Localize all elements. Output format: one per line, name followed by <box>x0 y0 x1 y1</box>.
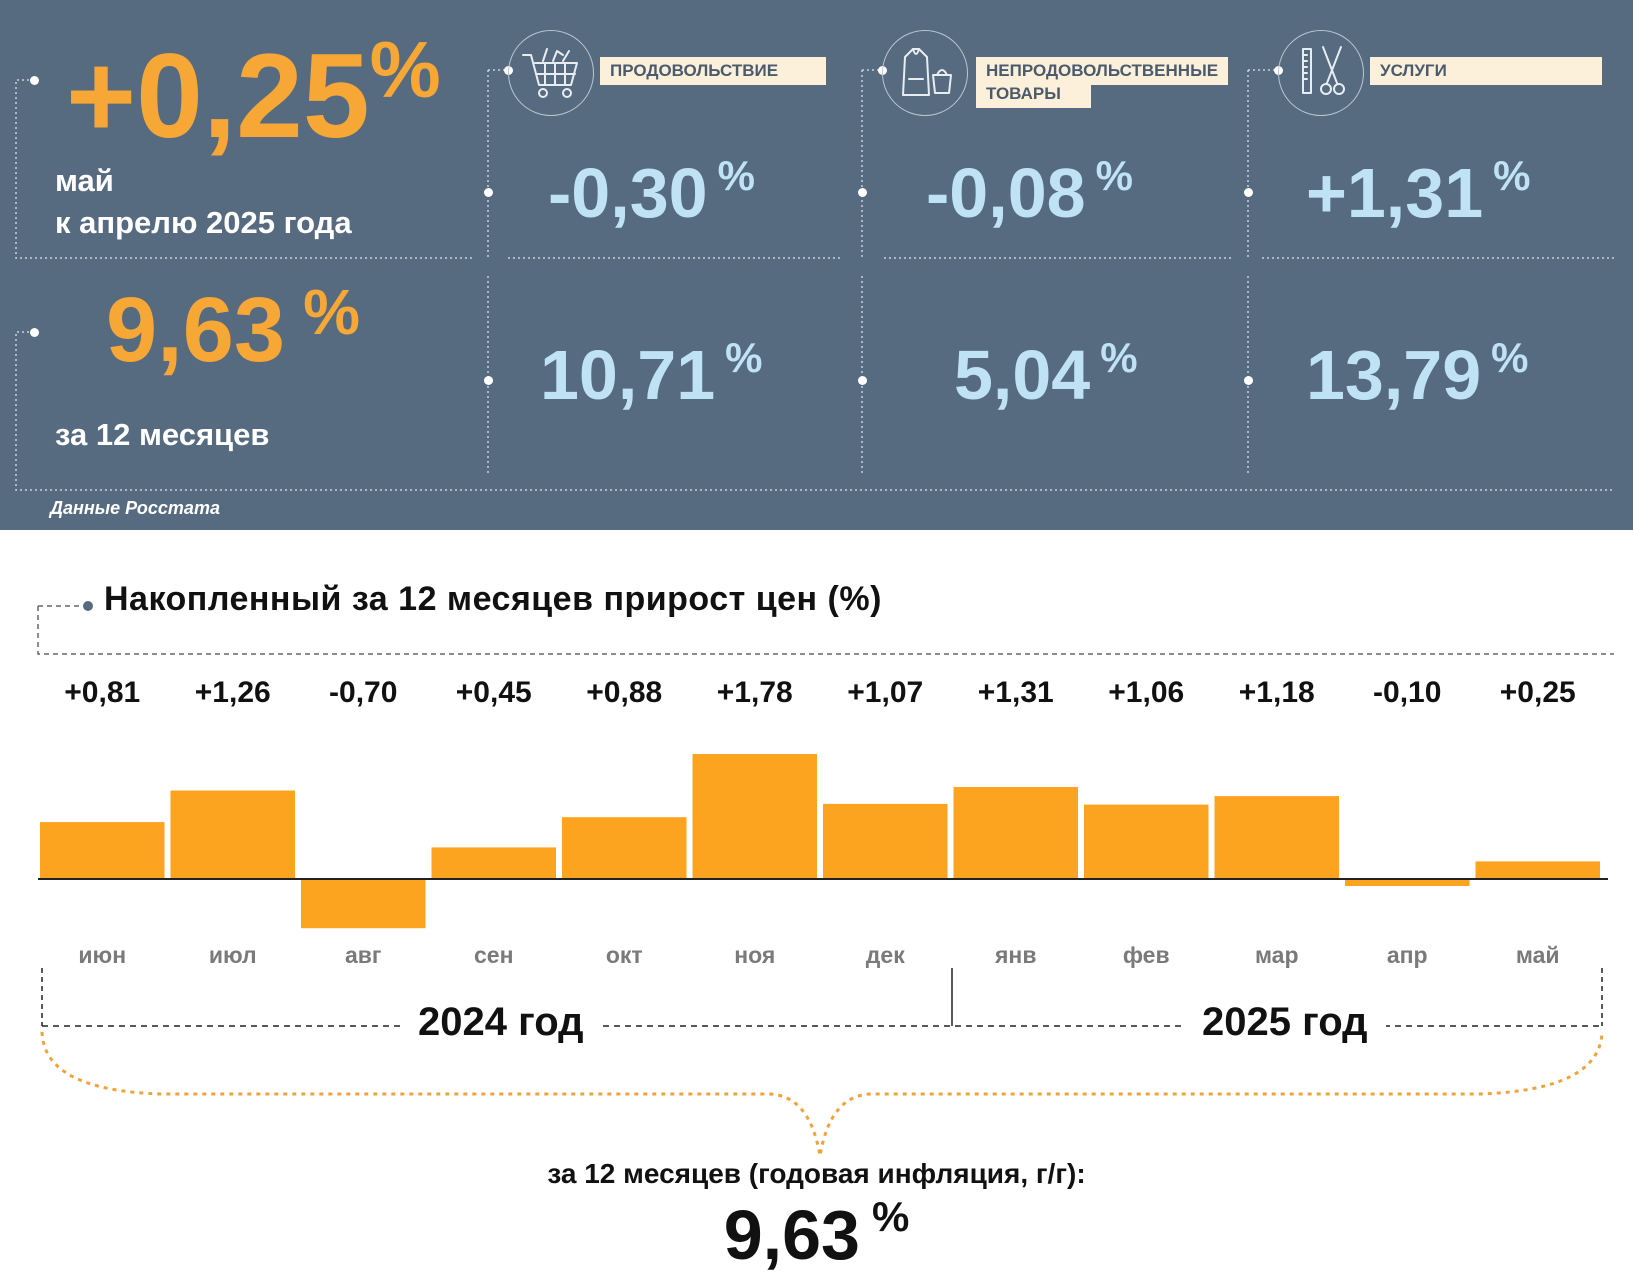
bar-июн <box>40 822 165 879</box>
value-label-апр: -0,10 <box>1373 676 1442 709</box>
curly-brace <box>40 1031 1604 1157</box>
bar-сен <box>431 847 556 879</box>
annual-headline: 9,63% <box>106 280 360 376</box>
monthly-headline: +0,25% <box>66 30 441 157</box>
month-label-авг: авг <box>344 942 382 968</box>
monthly-pct: % <box>369 25 441 114</box>
annual-caption: за 12 месяцев <box>55 417 270 452</box>
value-label-окт: +0,88 <box>586 676 663 709</box>
chart-title-frame <box>37 601 1614 655</box>
title-bullet-dot <box>83 601 93 611</box>
month-label-янв: янв <box>995 942 1037 968</box>
value-label-июл: +1,26 <box>194 676 271 709</box>
bar-мар <box>1214 796 1339 879</box>
category-label-nonfood: НЕПРОДОВОЛЬСТВЕННЫЕ <box>976 57 1229 85</box>
monthly-caption-line1: май <box>55 163 114 198</box>
category-label-services: УСЛУГИ <box>1370 57 1602 85</box>
nonfood-annual: 5,04% <box>954 334 1138 410</box>
value-label-авг: -0,70 <box>329 676 398 709</box>
bar-янв <box>953 787 1078 879</box>
nonfood-annual-value: 5,04 <box>954 336 1091 414</box>
source-note: Данные Росстата <box>50 498 220 518</box>
food-monthly: -0,30% <box>548 152 755 228</box>
nonfood-monthly: -0,08% <box>926 152 1133 228</box>
month-label-июл: июл <box>208 942 257 968</box>
food-monthly-pct: % <box>717 152 755 199</box>
services-monthly-value: +1,31 <box>1306 154 1484 232</box>
services-monthly-pct: % <box>1493 152 1531 199</box>
bullet-dot <box>30 328 39 337</box>
services-monthly: +1,31% <box>1306 152 1530 228</box>
month-label-окт: окт <box>605 942 643 968</box>
annual-pct: % <box>303 276 360 348</box>
category-label-nonfood-line2-box: ТОВАРЫ <box>976 80 1091 108</box>
monthly-value: +0,25 <box>66 29 370 163</box>
summary-caption: за 12 месяцев (годовая инфляция, г/г): <box>547 1158 1086 1189</box>
bar-окт <box>562 817 687 879</box>
value-label-фев: +1,06 <box>1108 676 1185 709</box>
value-label-ноя: +1,78 <box>716 676 793 709</box>
month-label-мар: мар <box>1254 942 1299 968</box>
monthly-caption-line2: к апрелю 2025 года <box>55 204 352 240</box>
category-label-nonfood-line1: НЕПРОДОВОЛЬСТВЕННЫЕ <box>986 61 1219 80</box>
scissors-comb-icon <box>1278 30 1364 116</box>
value-label-мар: +1,18 <box>1238 676 1315 709</box>
bullet-dot <box>858 188 867 197</box>
bullet-dot <box>1244 188 1253 197</box>
bullet-dot <box>484 376 493 385</box>
month-label-сен: сен <box>474 942 514 968</box>
food-annual: 10,71% <box>540 334 763 410</box>
bar-ноя <box>692 754 817 879</box>
value-label-июн: +0,81 <box>64 676 141 709</box>
month-label-июн: июн <box>78 942 127 968</box>
value-label-янв: +1,31 <box>977 676 1054 709</box>
category-label-food: ПРОДОВОЛЬСТВИЕ <box>600 57 826 85</box>
nonfood-monthly-value: -0,08 <box>926 154 1086 232</box>
bar-май <box>1475 861 1600 879</box>
year-grouping <box>40 968 1604 1157</box>
month-label-май: май <box>1515 942 1560 968</box>
month-label-ноя: ноя <box>734 942 776 968</box>
summary-panel: +0,25% май к апрелю 2025 года 9,63% за 1… <box>0 0 1633 530</box>
bar-chart <box>38 754 1608 929</box>
shopping-cart-icon <box>508 30 594 116</box>
food-monthly-value: -0,30 <box>548 154 708 232</box>
annual-value: 9,63 <box>106 279 286 381</box>
nonfood-annual-pct: % <box>1100 334 1138 381</box>
food-annual-value: 10,71 <box>540 336 716 414</box>
clothing-icon <box>882 30 968 116</box>
value-label-дек: +1,07 <box>847 676 924 709</box>
services-annual-pct: % <box>1491 334 1529 381</box>
month-label-апр: апр <box>1386 942 1428 968</box>
month-label-фев: фев <box>1122 942 1170 968</box>
category-label-nonfood-line2: ТОВАРЫ <box>986 84 1061 103</box>
bar-фев <box>1084 804 1209 879</box>
value-label-май: +0,25 <box>1499 676 1576 709</box>
summary-value-block: 9,63% <box>0 1196 1633 1271</box>
month-label-дек: дек <box>865 942 905 968</box>
bullet-dot <box>30 76 39 85</box>
bullet-dot <box>484 188 493 197</box>
bar-июл <box>170 790 295 879</box>
chart-title: Накопленный за 12 месяцев прирост цен (%… <box>104 580 882 618</box>
bullet-dot <box>1244 376 1253 385</box>
bar-апр <box>1345 879 1470 886</box>
summary-pct: % <box>871 1193 910 1240</box>
nonfood-monthly-pct: % <box>1095 152 1133 199</box>
year-label-2024: 2024 год <box>400 1000 602 1045</box>
food-annual-pct: % <box>725 334 763 381</box>
services-annual: 13,79% <box>1306 334 1529 410</box>
value-label-сен: +0,45 <box>455 676 532 709</box>
year-label-2025: 2025 год <box>1184 1000 1386 1045</box>
services-annual-value: 13,79 <box>1306 336 1482 414</box>
bar-авг <box>301 879 426 929</box>
bullet-dot <box>858 376 867 385</box>
summary-value: 9,63 <box>723 1196 860 1274</box>
bar-дек <box>823 803 948 879</box>
monthly-caption: май к апрелю 2025 года <box>55 160 352 244</box>
